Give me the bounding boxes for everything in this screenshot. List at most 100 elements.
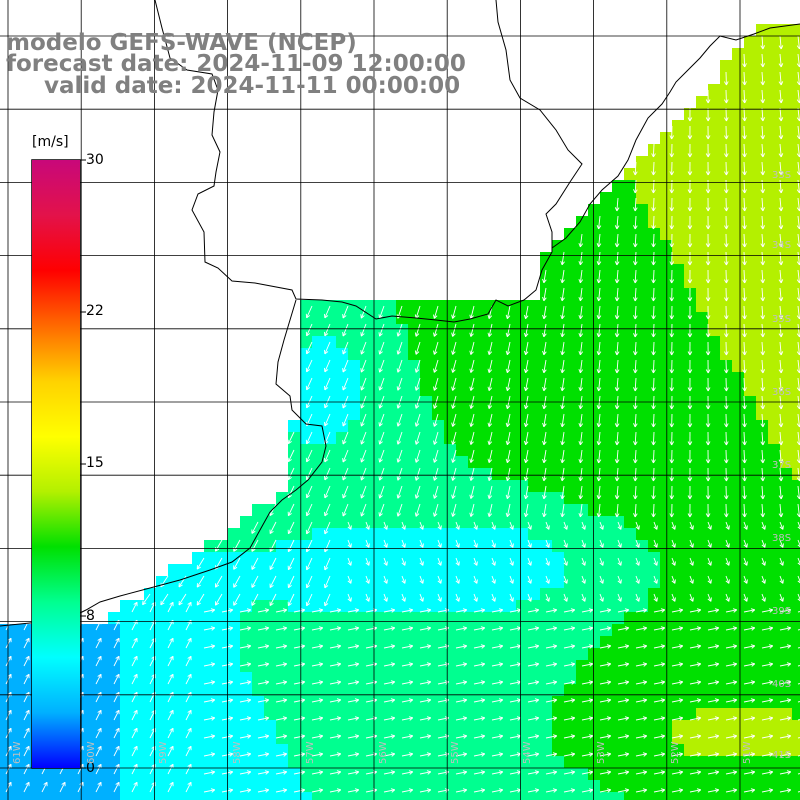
wind-speed-cell <box>612 420 625 433</box>
wind-arrow-head <box>692 543 694 548</box>
wind-speed-cell <box>540 600 553 613</box>
wind-arrow-head <box>360 350 362 355</box>
wind-speed-cell <box>780 216 793 229</box>
wind-speed-cell <box>696 588 709 601</box>
wind-speed-cell <box>300 612 313 625</box>
wind-speed-cell <box>768 300 781 313</box>
wind-speed-cell <box>528 456 541 469</box>
wind-arrow <box>761 89 764 103</box>
wind-speed-cell <box>588 444 601 457</box>
wind-speed-cell <box>636 204 649 217</box>
wind-speed-cell <box>696 792 709 800</box>
wind-speed-cell <box>456 552 469 565</box>
wind-speed-cell <box>276 576 289 589</box>
wind-speed-cell <box>516 588 529 601</box>
wind-arrow-head <box>687 153 691 158</box>
wind-arrow-head <box>796 279 800 284</box>
wind-speed-cell <box>408 420 421 433</box>
wind-speed-cell <box>672 156 685 169</box>
wind-speed-cell <box>672 408 685 421</box>
wind-arrow-head <box>360 422 362 427</box>
wind-arrow <box>761 125 764 139</box>
wind-arrow-head <box>440 561 442 566</box>
wind-speed-cell <box>504 684 517 697</box>
wind-speed-cell <box>480 516 493 529</box>
wind-speed-cell <box>480 408 493 421</box>
wind-arrow <box>652 467 655 482</box>
wind-arrow-head <box>796 171 800 176</box>
wind-arrow-head <box>638 543 640 548</box>
wind-speed-cell <box>684 720 697 733</box>
wind-speed-cell <box>324 324 337 337</box>
wind-arrow <box>598 251 601 265</box>
wind-speed-cell <box>720 684 733 697</box>
wind-speed-cell <box>480 720 493 733</box>
wind-speed-cell <box>756 528 769 541</box>
wind-speed-cell <box>324 576 337 589</box>
wind-speed-cell <box>744 300 757 313</box>
wind-arrow <box>761 287 764 301</box>
wind-speed-cell <box>348 648 361 661</box>
wind-speed-cell <box>792 444 800 457</box>
wind-speed-cell <box>204 684 217 697</box>
wind-speed-cell <box>348 336 361 349</box>
wind-arrow <box>797 161 800 175</box>
wind-speed-cell <box>648 756 661 769</box>
wind-speed-cell <box>192 780 205 793</box>
wind-speed-cell <box>636 696 649 709</box>
wind-speed-cell <box>696 576 709 589</box>
wind-arrow-head <box>760 63 764 68</box>
wind-speed-cell <box>384 408 397 421</box>
wind-speed-cell <box>288 672 301 685</box>
wind-speed-cell <box>600 576 613 589</box>
wind-arrow-head <box>360 314 362 319</box>
wind-arrow-head <box>760 297 764 302</box>
wind-speed-cell <box>792 336 800 349</box>
wind-arrow-head <box>707 279 711 284</box>
wind-arrow-head <box>746 543 748 548</box>
wind-speed-cell <box>528 504 541 517</box>
wind-speed-cell <box>564 492 577 505</box>
wind-speed-cell <box>660 300 673 313</box>
wind-arrow <box>797 107 800 121</box>
wind-speed-cell <box>552 264 565 277</box>
wind-arrow-head <box>782 597 784 602</box>
wind-arrow-head <box>458 597 460 602</box>
wind-speed-cell <box>420 720 433 733</box>
wind-speed-cell <box>624 456 637 469</box>
wind-speed-cell <box>708 384 721 397</box>
wind-speed-cell <box>624 528 637 541</box>
wind-arrow-head <box>543 297 547 302</box>
wind-speed-cell <box>624 516 637 529</box>
wind-speed-cell <box>492 480 505 493</box>
wind-speed-cell <box>720 792 733 800</box>
wind-speed-cell <box>708 552 721 565</box>
wind-arrow-head <box>620 597 622 602</box>
wind-speed-cell <box>576 216 589 229</box>
wind-speed-cell <box>228 576 241 589</box>
wind-arrow-head <box>633 171 636 176</box>
wind-speed-cell <box>288 744 301 757</box>
wind-arrow-head <box>598 225 602 230</box>
wind-speed-cell <box>768 216 781 229</box>
wind-arrow-head <box>726 135 729 140</box>
wind-arrow-head <box>458 525 460 530</box>
wind-speed-cell <box>204 648 217 661</box>
wind-speed-cell <box>672 264 685 277</box>
wind-speed-cell <box>792 228 800 241</box>
wind-arrow <box>779 35 782 49</box>
wind-arrow <box>652 215 655 230</box>
wind-speed-cell <box>744 168 757 181</box>
wind-arrow-head <box>742 315 746 320</box>
wind-speed-cell <box>276 648 289 661</box>
wind-speed-cell <box>672 660 685 673</box>
wind-speed-cell <box>528 588 541 601</box>
wind-arrow-head <box>687 135 691 140</box>
wind-arrow-head <box>762 189 766 194</box>
wind-speed-cell <box>516 528 529 541</box>
wind-speed-cell <box>204 624 217 637</box>
wind-speed-cell <box>264 648 277 661</box>
wind-speed-cell <box>768 312 781 325</box>
wind-arrow <box>579 269 583 283</box>
wind-speed-cell <box>216 720 229 733</box>
